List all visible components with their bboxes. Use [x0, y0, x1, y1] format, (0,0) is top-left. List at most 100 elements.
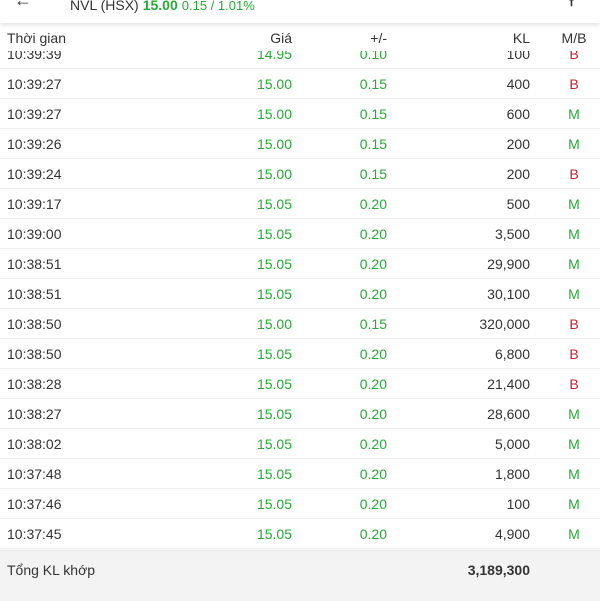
- arrow-left-icon[interactable]: ←: [14, 0, 32, 10]
- total-volume: 3,189,300: [467, 562, 530, 578]
- trade-volume: 30,100: [487, 286, 530, 302]
- trade-time: 10:39:26: [7, 136, 62, 152]
- table-row: 10:38:50 15.05 0.20 6,800 B: [0, 339, 600, 369]
- trade-side: M: [568, 286, 580, 302]
- total-label: Tổng KL khớp: [7, 562, 96, 578]
- trade-side: B: [569, 376, 579, 392]
- trade-volume: 3,500: [494, 226, 530, 242]
- trade-volume: 6,800: [494, 346, 530, 362]
- trade-volume: 320,000: [479, 316, 530, 332]
- trade-side: B: [569, 316, 579, 332]
- trade-change: 0.15: [359, 316, 387, 332]
- trade-price: 15.05: [256, 436, 292, 452]
- trade-change: 0.20: [359, 256, 387, 272]
- trade-price: 15.05: [256, 226, 292, 242]
- trade-change: 0.15: [359, 166, 387, 182]
- trade-side: M: [568, 196, 580, 212]
- trade-list[interactable]: 10:39:39 14.95 0.10 100 B 10:39:27 15.00 0.15 40…: [0, 39, 600, 549]
- trade-volume: 5,000: [494, 436, 530, 452]
- col-side: M/B: [561, 30, 587, 46]
- trade-side: M: [568, 106, 580, 122]
- table-row: 10:38:51 15.05 0.20 30,100 M: [0, 279, 600, 309]
- trade-time: 10:37:48: [7, 466, 62, 482]
- trade-price: 15.00: [256, 316, 292, 332]
- trade-price: 15.00: [256, 106, 292, 122]
- col-volume: KL: [512, 30, 530, 46]
- trade-time: 10:39:17: [7, 196, 62, 212]
- table-row: 10:38:02 15.05 0.20 5,000 M: [0, 429, 600, 459]
- trade-volume: 100: [506, 496, 530, 512]
- table-row: 10:37:45 15.05 0.20 4,900 M: [0, 519, 600, 549]
- col-time: Thời gian: [7, 30, 66, 46]
- trade-time: 10:38:02: [7, 436, 62, 452]
- trade-side: M: [568, 526, 580, 542]
- trade-price: 15.05: [256, 406, 292, 422]
- table-row: 10:37:48 15.05 0.20 1,800 M: [0, 459, 600, 489]
- trade-side: M: [568, 226, 580, 242]
- trade-volume: 400: [506, 76, 530, 92]
- trade-change: 0.20: [359, 376, 387, 392]
- trade-change: 0.15: [359, 76, 387, 92]
- search-icon[interactable]: ⚲: [565, 0, 578, 9]
- trade-change: 0.20: [359, 526, 387, 542]
- stock-price: 15.00: [142, 0, 178, 13]
- trade-side: M: [568, 136, 580, 152]
- trade-side: B: [569, 166, 579, 182]
- table-row: 10:39:24 15.00 0.15 200 B: [0, 159, 600, 189]
- trade-time: 10:37:45: [7, 526, 62, 542]
- trade-change: 0.15: [359, 106, 387, 122]
- trade-change: 0.20: [359, 466, 387, 482]
- trade-time: 10:39:24: [7, 166, 62, 182]
- table-row: 10:38:50 15.00 0.15 320,000 B: [0, 309, 600, 339]
- trade-price: 15.00: [256, 166, 292, 182]
- trade-side: M: [568, 256, 580, 272]
- trade-side: B: [569, 76, 579, 92]
- table-row: 10:39:27 15.00 0.15 600 M: [0, 99, 600, 129]
- trade-price: 15.05: [256, 196, 292, 212]
- stock-change: 0.15 / 1.01%: [181, 0, 255, 13]
- trade-change: 0.20: [359, 496, 387, 512]
- col-price: Giá: [270, 30, 292, 46]
- trade-volume: 28,600: [487, 406, 530, 422]
- trade-time: 10:38:28: [7, 376, 62, 392]
- trade-change: 0.20: [359, 406, 387, 422]
- table-row: 10:39:17 15.05 0.20 500 M: [0, 189, 600, 219]
- trade-volume: 21,400: [487, 376, 530, 392]
- trade-volume: 600: [506, 106, 530, 122]
- trade-price: 15.05: [256, 466, 292, 482]
- col-change: +/-: [370, 30, 387, 46]
- trade-volume: 29,900: [487, 256, 530, 272]
- trade-change: 0.20: [359, 196, 387, 212]
- trade-side: B: [569, 346, 579, 362]
- trade-price: 15.05: [256, 526, 292, 542]
- table-row: 10:37:46 15.05 0.20 100 M: [0, 489, 600, 519]
- trade-volume: 200: [506, 136, 530, 152]
- trade-time: 10:38:50: [7, 346, 62, 362]
- table-row: 10:39:26 15.00 0.15 200 M: [0, 129, 600, 159]
- trade-change: 0.20: [359, 286, 387, 302]
- trade-price: 15.05: [256, 376, 292, 392]
- table-row: 10:39:27 15.00 0.15 400 B: [0, 69, 600, 99]
- trade-time: 10:38:50: [7, 316, 62, 332]
- trade-change: 0.20: [359, 226, 387, 242]
- trade-price: 15.00: [256, 136, 292, 152]
- trade-time: 10:37:46: [7, 496, 62, 512]
- stock-title: NVL (HSX) 15.00 0.15 / 1.01%: [70, 0, 255, 13]
- trade-price: 15.05: [256, 346, 292, 362]
- trade-volume: 500: [506, 196, 530, 212]
- table-row: 10:38:28 15.05 0.20 21,400 B: [0, 369, 600, 399]
- trade-change: 0.15: [359, 136, 387, 152]
- table-row: 10:38:51 15.05 0.20 29,900 M: [0, 249, 600, 279]
- trade-side: M: [568, 436, 580, 452]
- trade-price: 15.00: [256, 76, 292, 92]
- trade-side: M: [568, 406, 580, 422]
- trade-side: B: [569, 46, 579, 62]
- trade-time: 10:39:00: [7, 226, 62, 242]
- trade-price: 15.05: [256, 286, 292, 302]
- column-header: Thời gian Giá +/- KL M/B: [0, 25, 600, 51]
- trade-time: 10:39:27: [7, 76, 62, 92]
- trade-price: 15.05: [256, 256, 292, 272]
- trade-time: 10:38:51: [7, 286, 62, 302]
- trade-volume: 1,800: [494, 466, 530, 482]
- trade-volume: 4,900: [494, 526, 530, 542]
